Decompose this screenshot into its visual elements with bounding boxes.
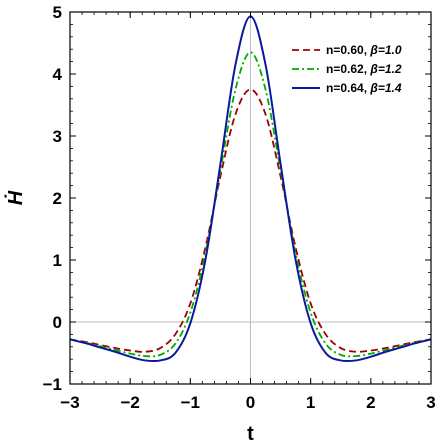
x-tick-label: 1 (306, 393, 315, 412)
legend-beta-label: β=1.0 (369, 43, 401, 57)
x-tick-label: −3 (60, 393, 79, 412)
y-tick-label: 3 (53, 127, 62, 146)
legend-beta-label: β=1.2 (369, 62, 401, 76)
x-tick-label: 0 (246, 393, 255, 412)
x-axis-label: t (247, 423, 254, 445)
legend-entry-1: n=0.60, β=1.0 (326, 43, 402, 57)
y-tick-label: 4 (53, 65, 63, 84)
legend-n-label: n=0.62, (326, 62, 370, 76)
legend-entry-3: n=0.64, β=1.4 (326, 81, 402, 95)
zero-reference-lines (70, 12, 431, 384)
legend-n-label: n=0.60, (326, 43, 370, 57)
y-tick-label: 2 (53, 189, 62, 208)
ticks-layer: −3 −2 −1 0 1 2 3 −1 0 1 2 3 4 5 (43, 3, 436, 412)
series-line-1 (69, 88, 432, 353)
legend: n=0.60, β=1.0 n=0.62, β=1.2 n=0.64, β=1.4 (292, 43, 402, 95)
y-tick-label: 0 (53, 313, 62, 332)
y-axis-label: Ḣ (4, 190, 27, 205)
y-tick-label: −1 (43, 375, 62, 394)
x-tick-label: 2 (366, 393, 375, 412)
x-tick-label: 3 (426, 393, 435, 412)
legend-entry-2: n=0.62, β=1.2 (326, 62, 402, 76)
y-tick-label: 1 (53, 251, 62, 270)
y-tick-label: 5 (53, 3, 62, 22)
x-tick-label: −2 (120, 393, 139, 412)
legend-n-label: n=0.64, (326, 81, 370, 95)
series-line-2 (69, 51, 432, 358)
x-tick-label: −1 (181, 393, 200, 412)
legend-beta-label: β=1.4 (369, 81, 401, 95)
